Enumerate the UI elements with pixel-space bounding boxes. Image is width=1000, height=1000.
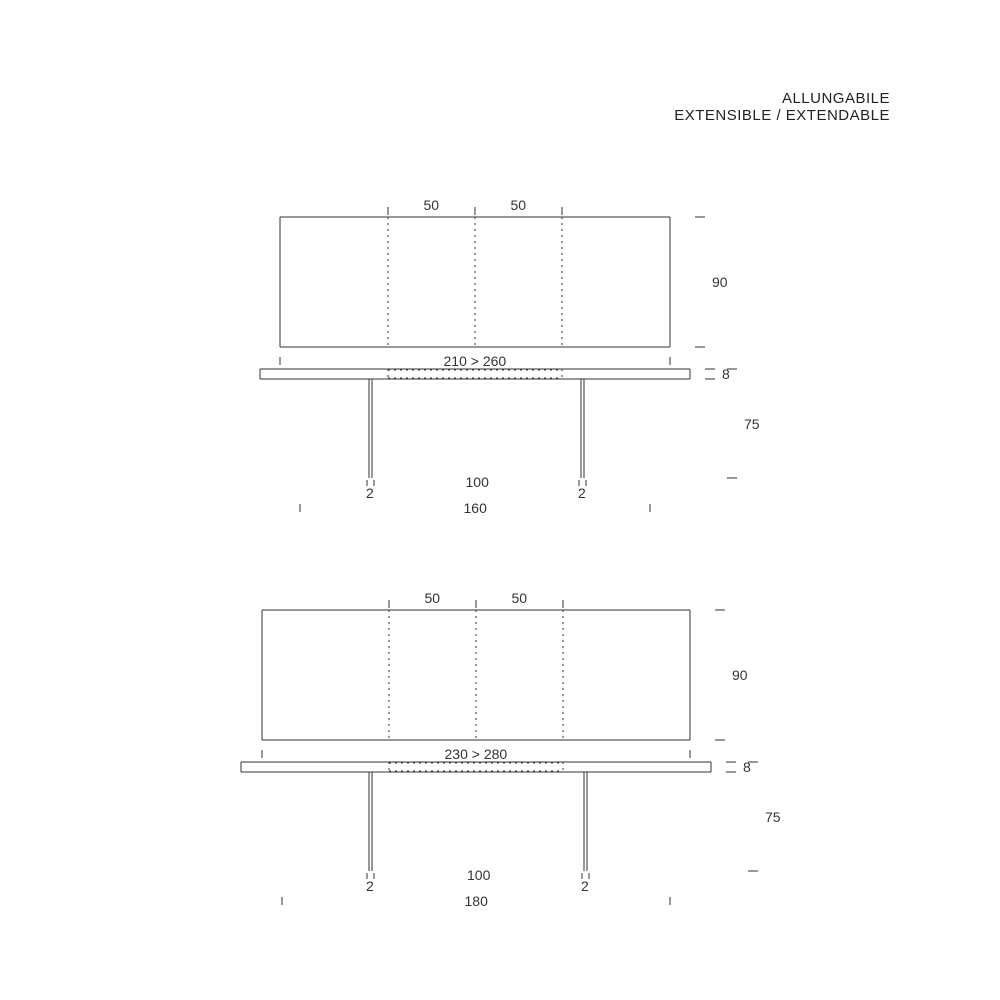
- dim2-ext-50-b: 50: [512, 590, 528, 606]
- technical-drawing: [0, 0, 1000, 1000]
- dim-ext-50-b: 50: [511, 197, 527, 213]
- dim-depth-90: 90: [712, 274, 728, 290]
- dim-top-thickness: 8: [722, 366, 730, 382]
- dim2-base-180: 180: [465, 893, 488, 909]
- dim2-height-75: 75: [765, 809, 781, 825]
- dim-leg-thick-2b: 2: [578, 485, 586, 501]
- dim2-leg-thick-2b: 2: [581, 878, 589, 894]
- dim2-width-range: 230 > 280: [445, 746, 508, 762]
- dim-base-160: 160: [464, 500, 487, 516]
- dim-ext-50-a: 50: [424, 197, 440, 213]
- dim2-leg-span-100: 100: [467, 867, 490, 883]
- dim2-leg-thick-2a: 2: [366, 878, 374, 894]
- dim2-top-thickness: 8: [743, 759, 751, 775]
- dim-width-range: 210 > 260: [444, 353, 507, 369]
- dim2-depth-90: 90: [732, 667, 748, 683]
- dim-leg-thick-2a: 2: [366, 485, 374, 501]
- dim2-ext-50-a: 50: [425, 590, 441, 606]
- dim-leg-span-100: 100: [466, 474, 489, 490]
- dim-height-75: 75: [744, 416, 760, 432]
